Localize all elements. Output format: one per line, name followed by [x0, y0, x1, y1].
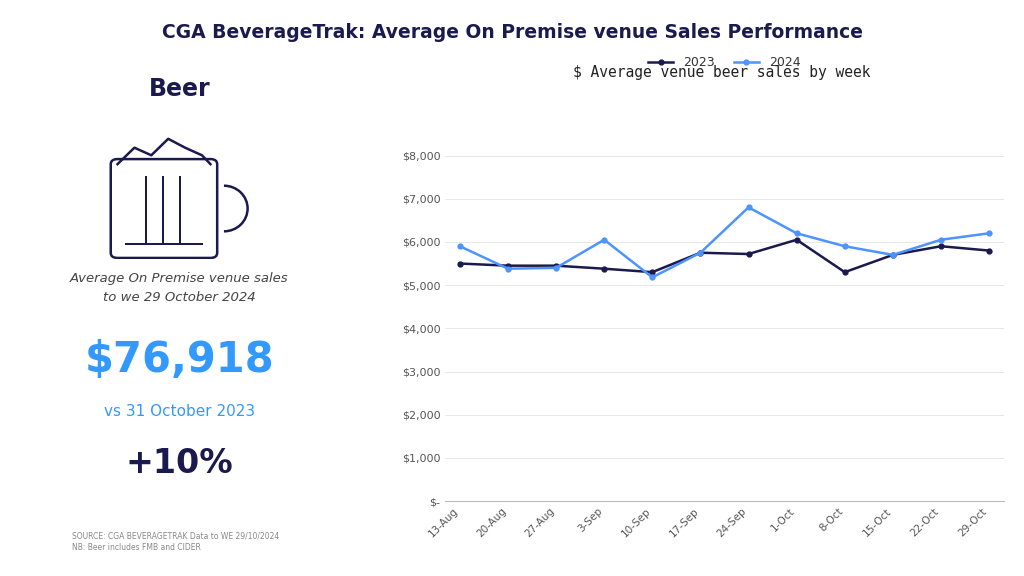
Line: 2023: 2023: [458, 237, 991, 275]
2023: [887, 251, 899, 258]
2023: [839, 268, 851, 275]
2024: [742, 204, 755, 211]
2023: [502, 262, 514, 269]
Text: +10%: +10%: [125, 447, 233, 480]
Legend: 2023, 2024: 2023, 2024: [643, 51, 806, 74]
2023: [694, 249, 707, 256]
2024: [839, 243, 851, 250]
2023: [598, 265, 610, 272]
2024: [887, 251, 899, 258]
2023: [646, 268, 658, 275]
2024: [454, 243, 466, 250]
Line: 2024: 2024: [458, 205, 991, 280]
Text: $76,918: $76,918: [84, 339, 274, 381]
2024: [550, 264, 562, 271]
2023: [791, 236, 803, 243]
Text: NB: Beer includes FMB and CIDER: NB: Beer includes FMB and CIDER: [72, 543, 201, 552]
2024: [646, 274, 658, 281]
Text: $ Average venue beer sales by week: $ Average venue beer sales by week: [573, 65, 870, 79]
Text: Beer: Beer: [148, 77, 210, 101]
Text: SOURCE: CGA BEVERAGETRAK Data to WE 29/10/2024: SOURCE: CGA BEVERAGETRAK Data to WE 29/1…: [72, 531, 279, 540]
Text: Average On Premise venue sales
to we 29 October 2024: Average On Premise venue sales to we 29 …: [70, 272, 289, 304]
2023: [742, 251, 755, 257]
Text: vs 31 October 2023: vs 31 October 2023: [103, 404, 255, 419]
2024: [598, 236, 610, 243]
2024: [791, 230, 803, 237]
2024: [502, 265, 514, 272]
2023: [983, 247, 995, 254]
2024: [983, 230, 995, 237]
2023: [935, 243, 947, 250]
2024: [694, 249, 707, 256]
2024: [935, 236, 947, 243]
Text: CGA BeverageTrak: Average On Premise venue Sales Performance: CGA BeverageTrak: Average On Premise ven…: [162, 23, 862, 42]
2023: [550, 262, 562, 269]
2023: [454, 260, 466, 267]
